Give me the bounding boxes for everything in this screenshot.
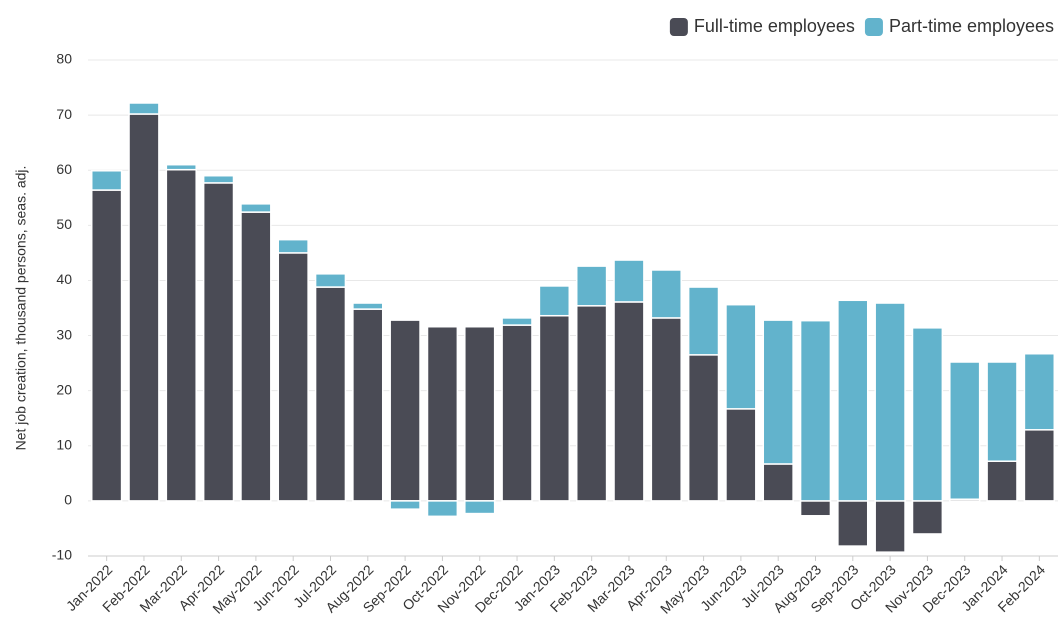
bar-segment (464, 500, 496, 515)
legend-label: Part-time employees (889, 16, 1054, 36)
bar-segment (501, 324, 533, 502)
bar-segment (986, 361, 1018, 462)
y-tick-label: 50 (56, 216, 72, 232)
bar-segment (389, 500, 421, 510)
bar-segment (725, 408, 757, 502)
bar-segment (949, 361, 981, 500)
bar-segment (165, 168, 197, 502)
y-tick-label: -10 (52, 547, 72, 563)
bar-segment (314, 286, 347, 502)
bar-segment (277, 238, 309, 254)
bar-segment (874, 302, 906, 502)
bar-segment (986, 460, 1018, 502)
bar-segment (128, 113, 160, 502)
bar-segment (911, 500, 944, 535)
bar-segment (501, 317, 533, 326)
bar-segment (837, 299, 869, 502)
bar-segment (314, 273, 347, 288)
y-tick-label: 40 (56, 271, 72, 287)
bar-segment (613, 259, 645, 303)
bar-segment (725, 303, 757, 410)
y-tick-label: 0 (64, 492, 72, 508)
bar-segment (426, 325, 459, 502)
y-tick-label: 80 (56, 51, 72, 67)
bar-segment (762, 319, 794, 465)
y-axis-label: Net job creation, thousand persons, seas… (13, 166, 29, 451)
bar-segment (687, 286, 720, 356)
bar-segment (1023, 352, 1056, 431)
bar-segment (389, 319, 421, 502)
bar-segment (352, 308, 384, 502)
y-tick-label: 60 (56, 161, 72, 177)
bar-segment (1023, 429, 1056, 502)
legend-swatch (669, 18, 688, 36)
bar-segment (799, 319, 832, 502)
bar-segment (575, 265, 608, 307)
bar-segment (874, 500, 906, 553)
bar-segment (613, 301, 645, 502)
bar-segment (650, 269, 682, 319)
y-tick-label: 10 (56, 436, 72, 452)
bar-segment (240, 203, 272, 213)
y-tick-label: 30 (56, 326, 72, 342)
bar-segment (240, 211, 272, 502)
bar-segment (650, 317, 682, 502)
bar-segment (90, 189, 123, 502)
bar-segment (464, 325, 496, 502)
bar-segment (277, 252, 309, 502)
bar-segment (165, 163, 197, 171)
bar-segment (202, 182, 235, 502)
bar-segment (90, 170, 123, 191)
y-tick-label: 70 (56, 106, 72, 122)
bar-segment (128, 102, 160, 115)
legend-swatch (864, 18, 883, 36)
bar-segment (202, 174, 235, 184)
bar-segment (575, 305, 608, 502)
y-tick-label: 20 (56, 381, 72, 397)
bar-segment (538, 314, 571, 502)
bar-segment (426, 500, 459, 518)
bar-segment (352, 302, 384, 310)
bar-segment (762, 463, 794, 502)
bar-segment (799, 500, 832, 517)
bar-segment (538, 285, 571, 317)
bar-segment (911, 327, 944, 502)
bar-segment (837, 500, 869, 547)
legend-label: Full-time employees (694, 16, 855, 36)
bar-segment (687, 354, 720, 502)
